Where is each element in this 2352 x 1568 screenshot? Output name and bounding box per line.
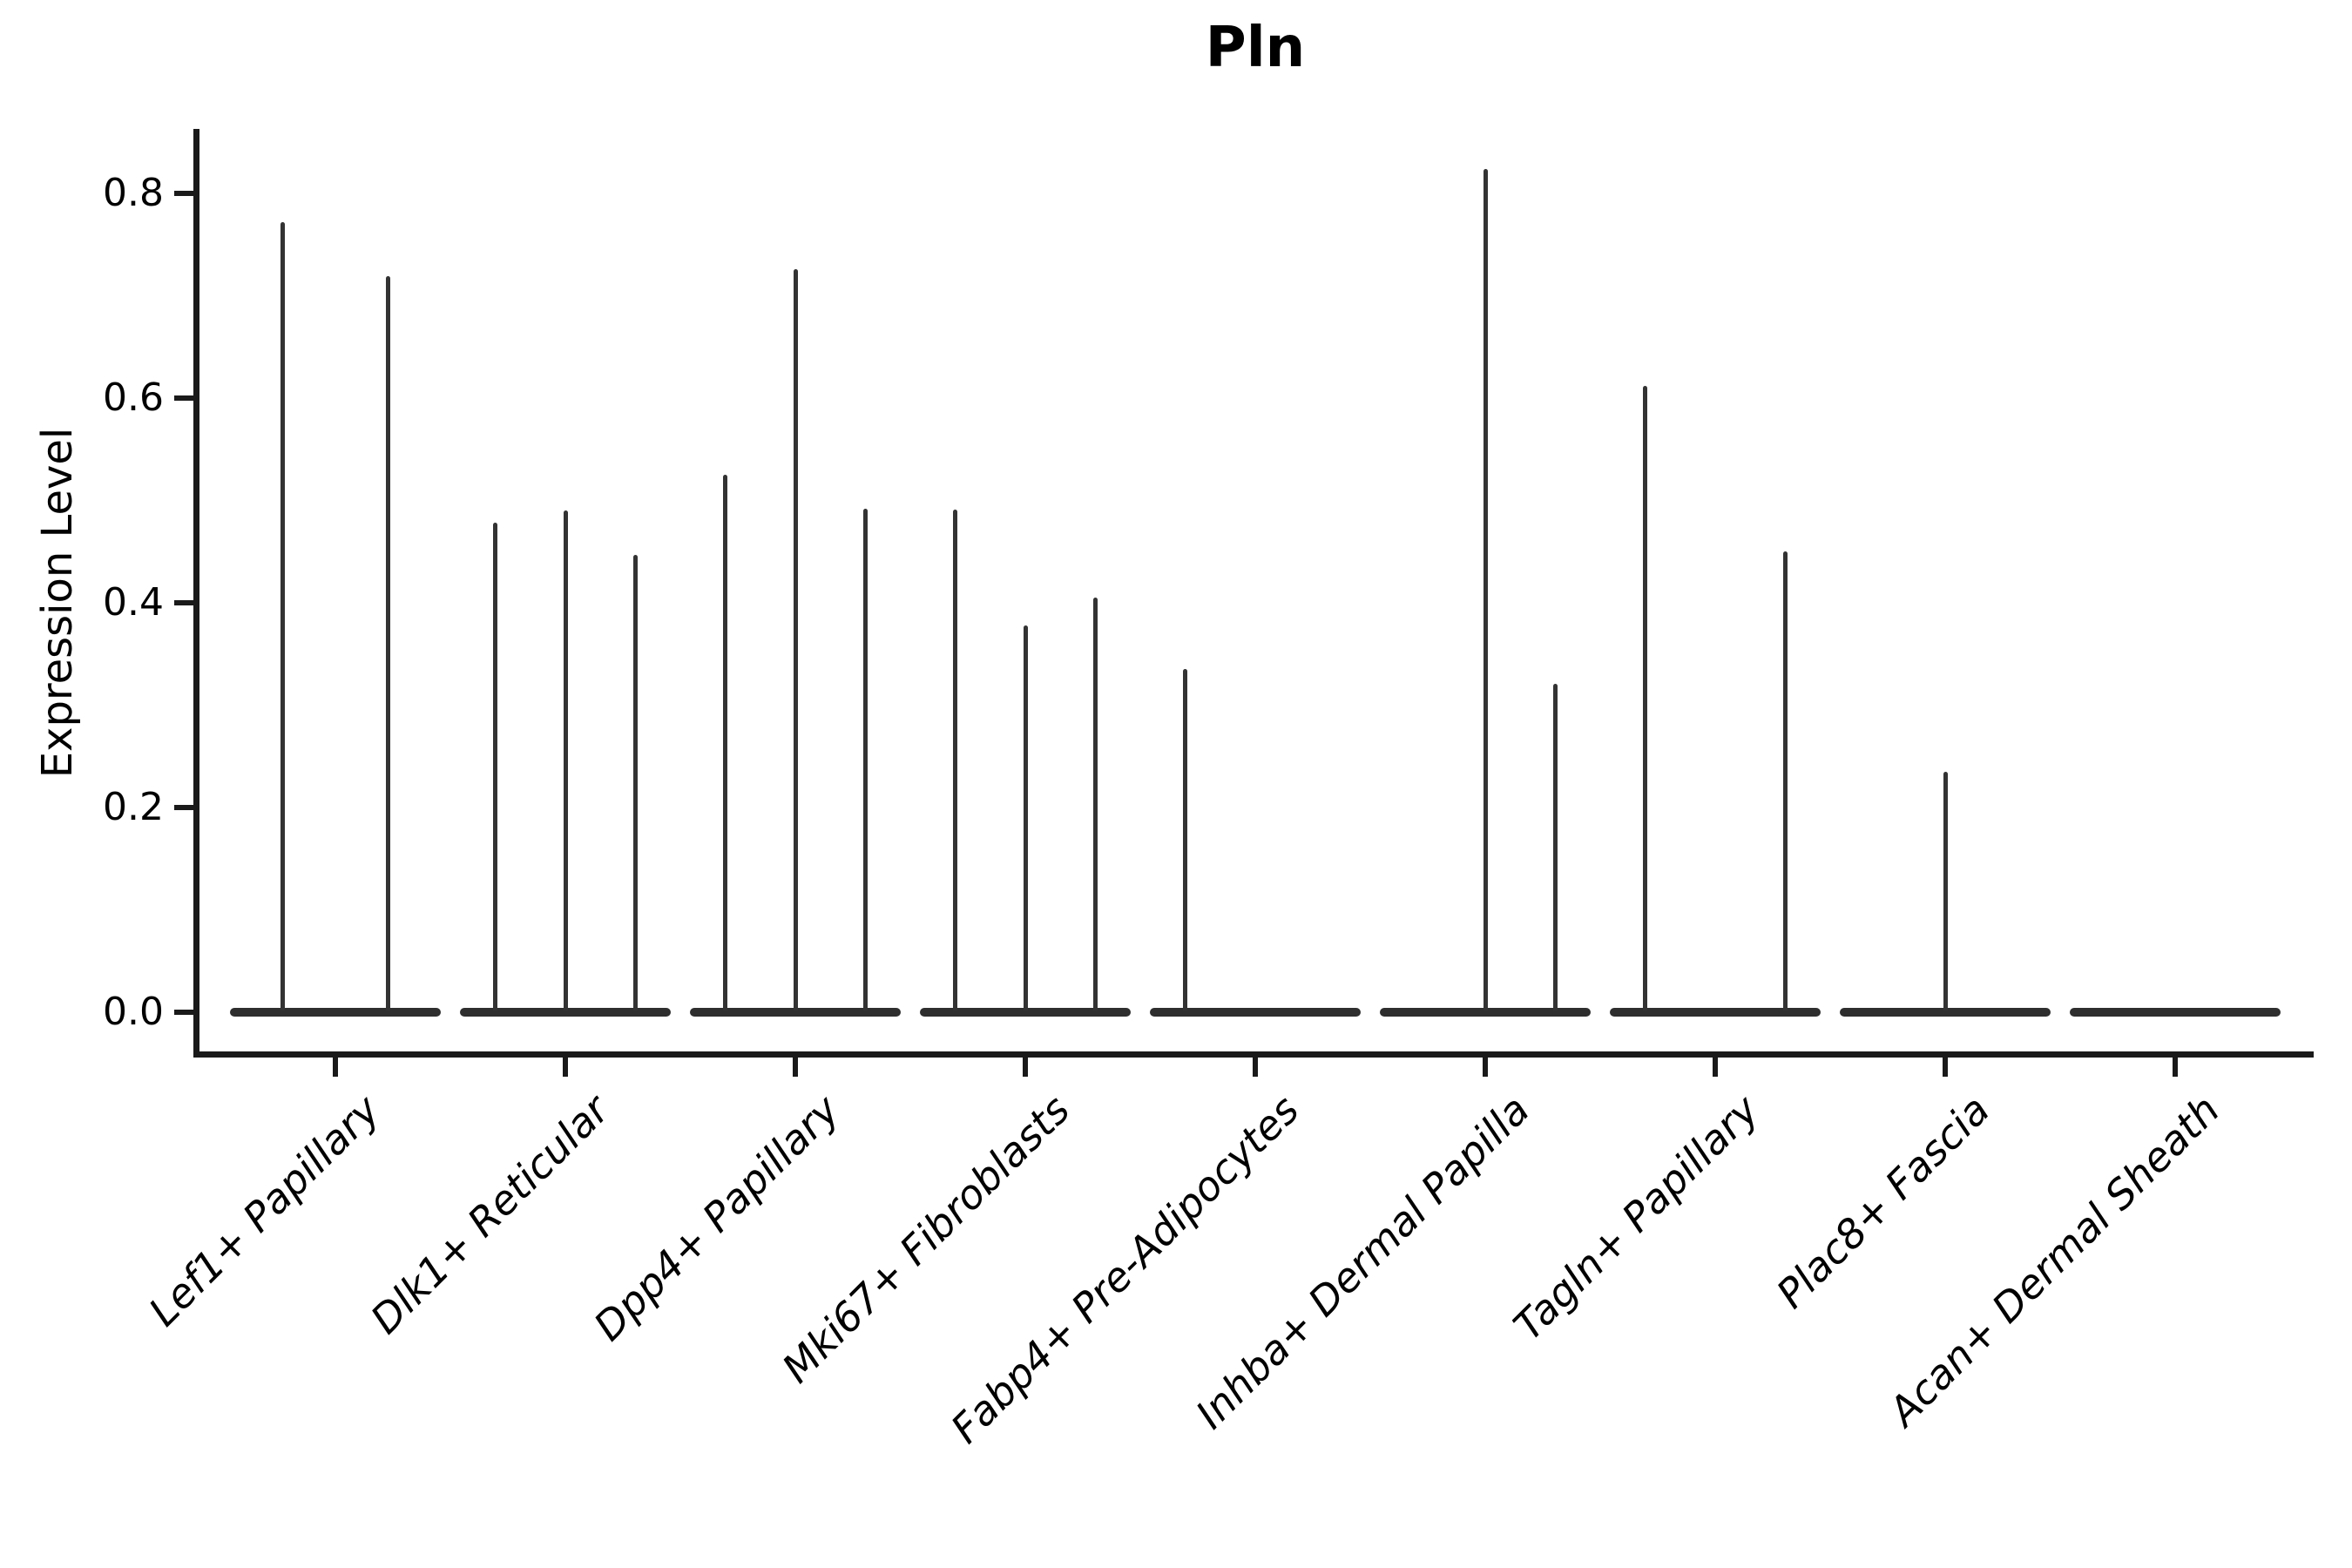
violin-spike — [952, 510, 957, 1010]
violin-baseline-body — [1380, 1008, 1591, 1017]
violin-spike — [492, 523, 497, 1010]
x-tick-mark — [1713, 1058, 1718, 1077]
violin-spike — [863, 508, 868, 1010]
x-tick-mark — [333, 1058, 338, 1077]
violin-baseline-body — [2070, 1008, 2281, 1017]
x-tick-mark — [2173, 1058, 2178, 1077]
x-tick-label: Tagln+ Papillary — [1504, 1085, 1768, 1350]
y-axis-line — [193, 129, 199, 1058]
violin-spike — [1783, 551, 1788, 1010]
violin-spike — [1642, 385, 1647, 1010]
chart-title: Pln — [1205, 16, 1306, 80]
violin-baseline-body — [460, 1008, 671, 1017]
y-tick-label: 0.4 — [103, 580, 164, 625]
violin-spike — [280, 221, 285, 1010]
y-tick-mark — [174, 191, 193, 196]
y-tick-label: 0.2 — [103, 785, 164, 829]
x-tick-mark — [1023, 1058, 1028, 1077]
violin-baseline-body — [230, 1008, 441, 1017]
violin-spike — [633, 554, 639, 1010]
x-tick-mark — [793, 1058, 798, 1077]
violin-spike — [1182, 669, 1187, 1010]
violin-spike — [563, 510, 568, 1010]
violin-baseline-body — [1150, 1008, 1361, 1017]
y-tick-label: 0.8 — [103, 171, 164, 215]
violin-spike — [722, 475, 727, 1010]
x-tick-label: Dpp4+ Papillary — [585, 1085, 848, 1350]
violin-spike — [1483, 168, 1488, 1010]
y-tick-mark — [174, 600, 193, 605]
x-tick-label: Lef1+ Papillary — [139, 1085, 389, 1335]
violin-spike — [1943, 771, 1948, 1010]
x-tick-mark — [563, 1058, 568, 1077]
violin-baseline-body — [920, 1008, 1131, 1017]
y-tick-mark — [174, 395, 193, 401]
x-tick-label: Plac8+ Fascia — [1767, 1085, 1998, 1318]
y-tick-mark — [174, 1010, 193, 1015]
y-tick-label: 0.6 — [103, 375, 164, 420]
y-tick-mark — [174, 805, 193, 810]
violin-baseline-body — [1610, 1008, 1821, 1017]
x-tick-mark — [1943, 1058, 1948, 1077]
violin-spike — [793, 268, 798, 1010]
violin-baseline-body — [1840, 1008, 2051, 1017]
violin-baseline-body — [690, 1008, 901, 1017]
x-axis-line — [193, 1051, 2314, 1058]
x-tick-mark — [1483, 1058, 1488, 1077]
x-tick-mark — [1253, 1058, 1258, 1077]
violin-spike — [386, 276, 390, 1010]
violin-spike — [1023, 625, 1028, 1010]
violin-spike — [1553, 683, 1558, 1010]
y-tick-label: 0.0 — [103, 990, 164, 1034]
x-tick-label: Dlk1+ Reticular — [362, 1085, 618, 1343]
violin-spike — [1093, 598, 1098, 1010]
